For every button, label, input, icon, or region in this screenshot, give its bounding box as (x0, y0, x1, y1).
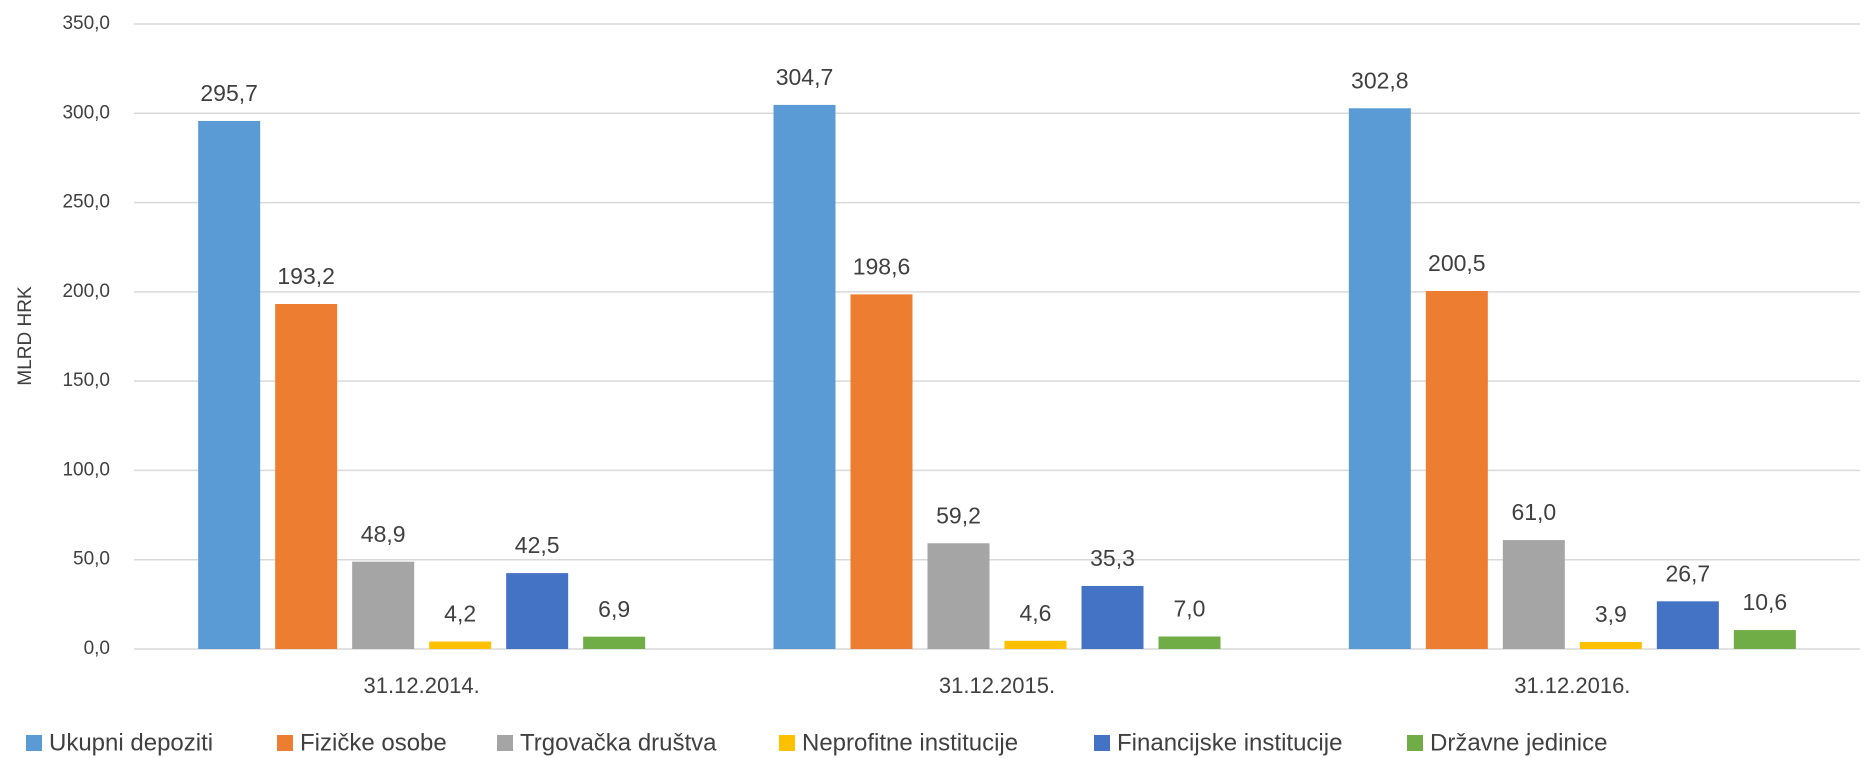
bar (1656, 601, 1719, 649)
value-label: 59,2 (936, 502, 981, 528)
y-tick-label: 50,0 (73, 549, 110, 570)
bar (1425, 290, 1488, 649)
bar (275, 304, 338, 649)
y-tick-label: 350,0 (62, 13, 110, 34)
y-tick-label: 200,0 (62, 281, 110, 302)
bar (927, 543, 990, 649)
value-label: 304,7 (776, 64, 834, 90)
value-label: 35,3 (1090, 545, 1135, 571)
bar (773, 104, 836, 649)
value-label: 3,9 (1595, 601, 1627, 627)
bar (1502, 540, 1565, 649)
value-label: 61,0 (1511, 499, 1556, 525)
legend-swatch (497, 735, 513, 751)
value-label: 42,5 (515, 532, 560, 558)
y-tick-label: 150,0 (62, 370, 110, 391)
bar (1733, 630, 1796, 649)
y-tick-label: 0,0 (84, 638, 110, 659)
x-tick-label: 31.12.2015. (939, 673, 1055, 698)
bar (1158, 636, 1221, 649)
y-tick-label: 300,0 (62, 102, 110, 123)
value-label: 6,9 (598, 596, 630, 622)
bar (1348, 108, 1411, 650)
bar (1081, 585, 1144, 649)
value-label: 4,6 (1020, 600, 1052, 626)
legend-label: Trgovačka društva (520, 729, 717, 756)
bar (1004, 640, 1067, 649)
legend-label: Fizičke osobe (300, 729, 447, 756)
bar (429, 641, 492, 649)
value-label: 200,5 (1428, 250, 1486, 276)
value-label: 7,0 (1174, 596, 1206, 622)
legend-label: Državne jedinice (1430, 729, 1607, 756)
value-label: 302,8 (1351, 67, 1409, 93)
legend-swatch (1094, 735, 1110, 751)
bar (352, 561, 415, 649)
y-tick-label: 100,0 (62, 459, 110, 480)
value-label: 193,2 (277, 263, 335, 289)
x-tick-label: 31.12.2016. (1514, 673, 1630, 698)
legend-swatch (1407, 735, 1423, 751)
legend-swatch (277, 735, 293, 751)
bar (506, 573, 569, 649)
bar (850, 294, 913, 649)
bar (1579, 642, 1642, 649)
legend-label: Financijske institucije (1117, 729, 1342, 756)
legend-label: Neprofitne institucije (802, 729, 1018, 756)
value-label: 4,2 (444, 601, 476, 627)
x-tick-label: 31.12.2014. (364, 673, 480, 698)
legend-label: Ukupni depoziti (49, 729, 213, 756)
legend-swatch (26, 735, 42, 751)
value-label: 295,7 (200, 80, 258, 106)
value-label: 26,7 (1665, 560, 1710, 586)
y-tick-label: 250,0 (62, 192, 110, 213)
bar (583, 636, 646, 649)
y-axis-title: MLRD HRK (15, 286, 36, 386)
value-label: 10,6 (1742, 589, 1787, 615)
legend-swatch (779, 735, 795, 751)
value-label: 48,9 (361, 521, 406, 547)
bar (198, 120, 261, 649)
value-label: 198,6 (853, 253, 911, 279)
